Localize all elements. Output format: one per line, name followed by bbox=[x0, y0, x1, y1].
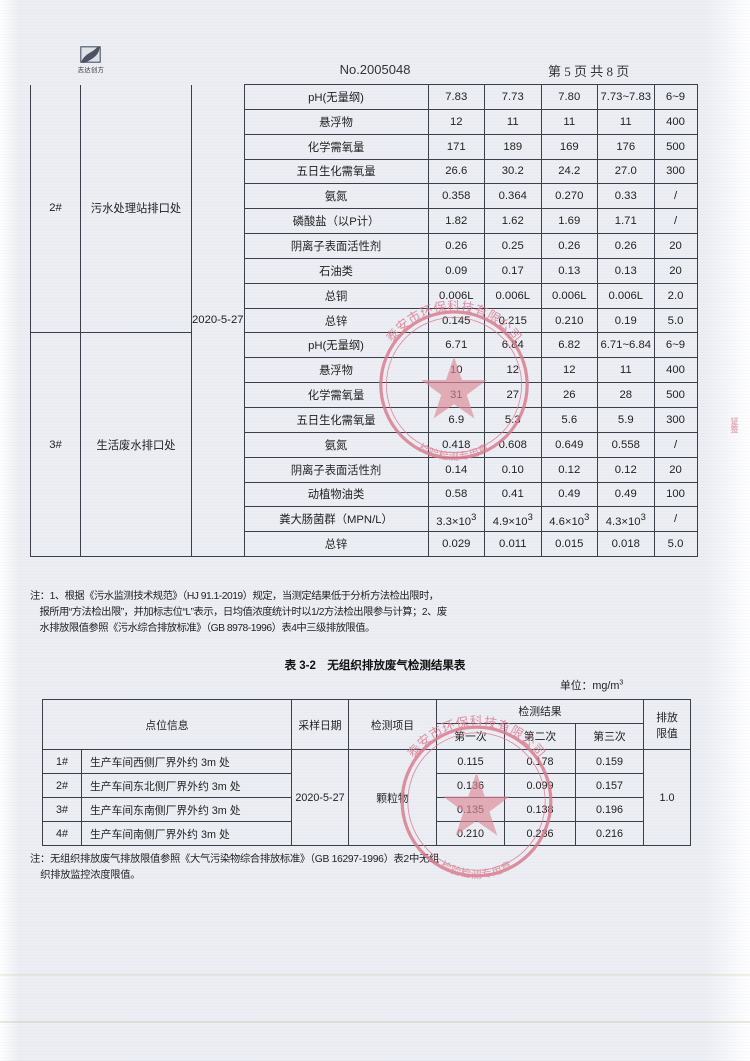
svg-text:检验检测专用章: 检验检测专用章 bbox=[416, 441, 491, 463]
svg-text:泰安市环保科技有限公司: 泰安市环保科技有限公司 bbox=[404, 714, 548, 761]
svg-text:泰安市环保科技有限公司: 泰安市环保科技有限公司 bbox=[383, 299, 525, 345]
svg-text:检验检测专用章: 检验检测专用章 bbox=[438, 858, 514, 881]
